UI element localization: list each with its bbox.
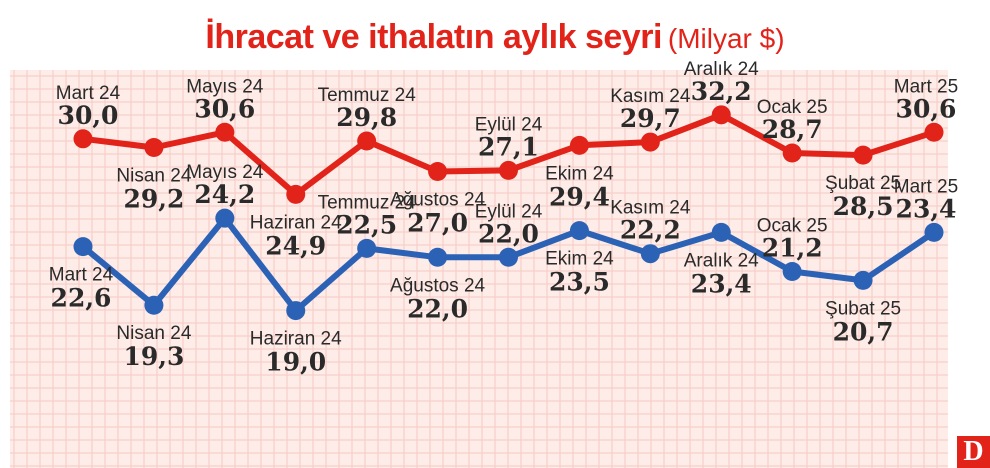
data-label: 23,4 <box>896 194 957 223</box>
month-label: Haziran 24 <box>250 212 342 233</box>
import-point <box>428 247 448 267</box>
data-label: 30,0 <box>58 101 119 130</box>
data-label: 20,7 <box>833 317 894 346</box>
data-label: 32,2 <box>691 77 752 106</box>
month-label: Şubat 25 <box>825 298 901 319</box>
import-point <box>215 208 235 228</box>
month-label: Ağustos 24 <box>390 275 485 296</box>
month-label: Şubat 25 <box>825 173 901 194</box>
data-label: 22,2 <box>620 216 681 245</box>
export-point <box>286 184 306 204</box>
data-label: 19,0 <box>265 348 326 377</box>
chart-unit: (Milyar $) <box>667 23 785 54</box>
export-point <box>782 143 802 163</box>
data-label: 22,6 <box>51 284 112 313</box>
data-label: 22,0 <box>407 294 468 323</box>
month-label: Mart 24 <box>56 83 121 104</box>
import-point <box>144 295 164 315</box>
month-label: Kasım 24 <box>610 198 691 219</box>
month-label: Eylül 24 <box>475 114 543 135</box>
chart-title: İhracat ve ithalatın aylık seyri <box>205 18 662 56</box>
import-point <box>924 222 944 242</box>
month-label: Temmuz 24 <box>318 192 417 213</box>
data-label: 22,5 <box>336 210 397 239</box>
import-point <box>286 301 306 321</box>
import-point <box>73 237 93 257</box>
data-label: 27,1 <box>478 132 539 161</box>
month-label: Mart 25 <box>894 176 958 197</box>
month-label: Nisan 24 <box>116 166 191 187</box>
import-point <box>569 221 589 241</box>
data-label: 29,4 <box>549 182 610 211</box>
data-label: 24,2 <box>194 180 255 209</box>
export-point <box>357 131 377 151</box>
export-point <box>569 135 589 155</box>
data-label: 29,7 <box>620 104 681 133</box>
export-point <box>428 162 448 181</box>
data-label: 29,2 <box>123 185 184 214</box>
publisher-logo: D <box>957 436 990 468</box>
export-point <box>853 145 873 165</box>
import-point <box>499 247 518 267</box>
import-point <box>782 261 802 281</box>
month-label: Eylül 24 <box>475 201 543 222</box>
data-label: 23,5 <box>549 268 610 297</box>
data-label: 28,5 <box>833 192 894 221</box>
month-label: Ocak 25 <box>757 215 828 236</box>
data-label: 30,6 <box>194 94 255 123</box>
month-label: Ocak 25 <box>757 97 828 118</box>
data-label: 30,6 <box>896 94 957 123</box>
import-point <box>853 270 873 290</box>
export-point <box>144 138 164 158</box>
month-label: Aralık 24 <box>684 59 759 80</box>
data-label: 19,3 <box>123 342 184 371</box>
month-label: Nisan 24 <box>116 323 191 344</box>
data-label: 23,4 <box>691 269 752 298</box>
import-point <box>711 222 731 242</box>
data-label: 21,2 <box>762 233 823 262</box>
month-label: Temmuz 24 <box>318 85 417 106</box>
month-label: Haziran 24 <box>250 329 342 350</box>
month-label: Ağustos 24 <box>390 190 485 211</box>
export-point <box>640 132 660 152</box>
data-label: 24,9 <box>265 231 326 260</box>
month-label: Ekim 24 <box>545 249 614 270</box>
export-point <box>711 105 731 125</box>
month-label: Mart 24 <box>49 265 114 286</box>
export-point <box>499 160 518 180</box>
export-point <box>215 122 235 142</box>
month-label: Ekim 24 <box>545 163 614 184</box>
month-label: Mayıs 24 <box>186 76 264 97</box>
data-label: 29,8 <box>336 103 397 132</box>
month-label: Mayıs 24 <box>186 162 264 183</box>
data-label: 22,0 <box>478 219 539 248</box>
data-label: 27,0 <box>407 209 468 238</box>
month-label: Aralık 24 <box>684 250 759 271</box>
export-point <box>73 129 93 149</box>
export-point <box>924 122 944 142</box>
import-point <box>640 244 660 264</box>
import-point <box>357 238 377 258</box>
month-label: Mart 25 <box>894 76 958 97</box>
data-label: 28,7 <box>762 115 823 144</box>
chart-title-bar: İhracat ve ithalatın aylık seyri (Milyar … <box>0 18 990 57</box>
month-label: Kasım 24 <box>610 86 691 107</box>
